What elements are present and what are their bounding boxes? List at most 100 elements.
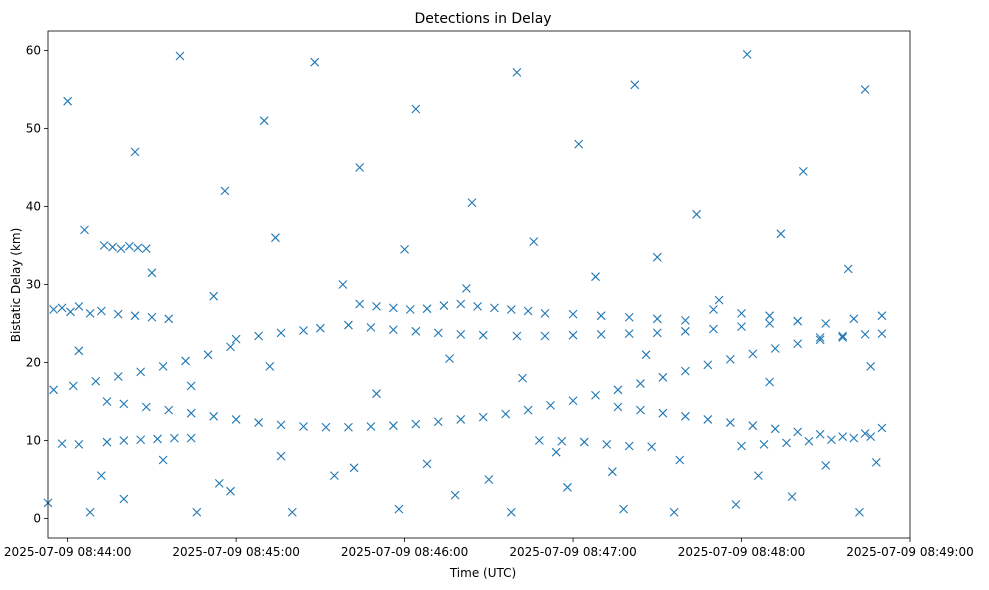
data-point-x-marker <box>214 479 224 488</box>
data-point-x-marker <box>315 323 325 333</box>
data-point-x-marker <box>456 330 466 339</box>
data-point-x-marker <box>299 422 308 431</box>
data-point-x-marker <box>725 354 735 364</box>
data-point-x-marker <box>877 311 887 321</box>
data-point-x-marker <box>102 437 112 447</box>
data-point-x-marker <box>411 419 421 429</box>
data-point-x-marker <box>793 339 803 349</box>
data-point-x-marker <box>96 471 106 480</box>
y-axis-ticks: 0 10 20 30 40 50 60 <box>26 44 48 526</box>
data-point-x-marker <box>169 433 179 443</box>
data-point-x-marker <box>388 421 398 431</box>
data-point-x-marker <box>130 311 140 321</box>
data-point-x-marker <box>529 237 539 246</box>
data-point-x-marker <box>782 438 791 448</box>
data-point-x-marker <box>546 401 555 410</box>
data-point-x-marker <box>220 186 230 196</box>
data-point-x-marker <box>709 324 718 334</box>
data-point-x-marker <box>388 325 398 335</box>
data-point-x-marker <box>765 311 774 321</box>
y-tick-label: 20 <box>26 356 41 370</box>
data-point-x-marker <box>838 432 848 441</box>
data-point-x-marker <box>636 405 645 415</box>
y-tick-label: 10 <box>26 434 41 448</box>
data-point-x-marker <box>731 500 741 509</box>
data-point-x-marker <box>512 67 522 77</box>
data-point-x-marker <box>133 243 143 253</box>
data-point-x-marker <box>540 308 550 318</box>
x-tick-label: 2025-07-09 08:46:00 <box>341 545 468 559</box>
data-point-x-marker <box>478 412 488 422</box>
data-point-x-marker <box>591 390 600 400</box>
data-point-x-marker <box>759 440 769 449</box>
data-point-x-marker <box>709 305 718 314</box>
data-point-x-marker <box>231 334 241 344</box>
data-point-x-marker <box>271 233 280 243</box>
data-point-x-marker <box>125 241 134 251</box>
data-point-x-marker <box>523 405 533 415</box>
data-point-x-marker <box>113 372 123 381</box>
data-point-x-marker <box>843 264 853 274</box>
data-point-x-marker <box>467 198 477 207</box>
data-point-x-marker <box>136 435 146 445</box>
x-tick-label: 2025-07-09 08:45:00 <box>172 545 299 559</box>
data-point-x-marker <box>652 314 662 324</box>
data-point-x-marker <box>636 379 645 388</box>
data-point-x-marker <box>849 433 859 443</box>
data-point-x-marker <box>99 241 109 250</box>
data-point-x-marker <box>254 331 263 341</box>
data-point-x-marker <box>49 305 59 314</box>
data-point-x-marker <box>669 507 679 517</box>
data-point-x-marker <box>130 147 140 157</box>
data-point-x-marker <box>765 377 774 387</box>
data-point-x-marker <box>57 303 67 313</box>
data-point-x-marker <box>838 333 848 342</box>
data-point-x-marker <box>624 329 634 339</box>
data-point-x-marker <box>596 330 606 339</box>
data-point-x-marker <box>355 299 365 309</box>
data-point-x-marker <box>748 349 758 359</box>
data-point-x-marker <box>57 439 67 449</box>
data-point-x-marker <box>793 427 803 437</box>
data-point-x-marker <box>787 492 797 502</box>
data-point-x-marker <box>147 268 157 278</box>
data-point-x-marker <box>860 85 870 94</box>
data-point-x-marker <box>484 475 494 484</box>
data-point-x-marker <box>815 333 825 342</box>
data-point-x-marker <box>540 331 550 341</box>
data-point-x-marker <box>737 322 746 332</box>
data-point-x-marker <box>366 422 376 431</box>
data-point-x-marker <box>405 305 415 314</box>
data-point-x-marker <box>596 311 606 321</box>
data-point-x-marker <box>534 436 544 445</box>
data-point-x-marker <box>776 229 786 239</box>
data-point-x-marker <box>658 372 668 382</box>
data-point-x-marker <box>860 330 870 339</box>
data-point-x-marker <box>411 326 421 336</box>
data-point-x-marker <box>96 306 106 316</box>
data-point-x-marker <box>613 385 623 395</box>
data-point-x-marker <box>158 362 168 371</box>
data-point-x-marker <box>141 244 151 254</box>
data-point-x-marker <box>871 457 881 467</box>
data-point-x-marker <box>422 304 432 314</box>
data-point-x-marker <box>602 440 612 449</box>
data-point-x-marker <box>209 411 219 421</box>
data-point-x-marker <box>815 335 825 345</box>
data-point-x-marker <box>192 507 202 517</box>
data-point-x-marker <box>276 420 286 430</box>
data-point-x-marker <box>821 461 831 470</box>
data-point-x-marker <box>607 467 617 477</box>
y-tick-label: 60 <box>26 44 41 58</box>
data-point-x-marker <box>136 367 146 377</box>
data-point-x-marker <box>366 323 376 332</box>
data-point-x-marker <box>652 252 662 262</box>
data-point-x-marker <box>692 209 701 219</box>
data-point-x-marker <box>551 447 561 457</box>
data-point-x-marker <box>85 507 95 517</box>
data-point-x-marker <box>804 436 814 446</box>
data-point-x-marker <box>158 455 168 465</box>
data-point-x-marker <box>433 417 443 427</box>
data-point-x-marker <box>770 424 780 434</box>
